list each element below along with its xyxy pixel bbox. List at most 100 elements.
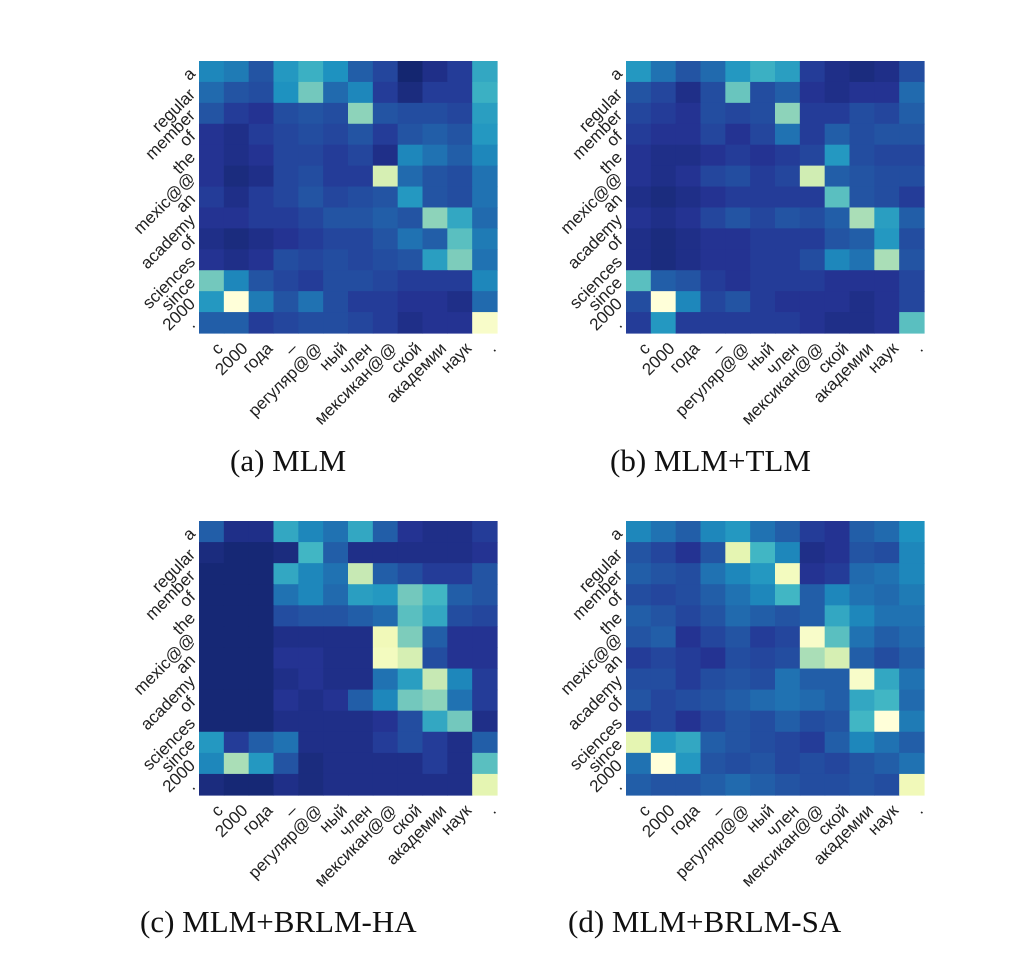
heatmap-cell: [626, 584, 652, 606]
heatmap-cell: [298, 102, 324, 125]
heatmap-cell: [248, 752, 275, 775]
heatmap-cell: [422, 186, 448, 209]
heatmap-cell: [372, 81, 399, 104]
heatmap-cell: [298, 668, 324, 691]
heatmap-cell: [472, 144, 498, 167]
heatmap-cell: [348, 710, 374, 733]
heatmap-cell: [849, 61, 875, 83]
heatmap-cell: [348, 144, 374, 167]
heatmap-cell: [422, 312, 448, 334]
heatmap-cell: [348, 291, 374, 313]
heatmap-cell: [725, 689, 751, 712]
heatmap-cell: [824, 521, 851, 543]
heatmap-cell: [472, 542, 498, 564]
heatmap-cell: [447, 773, 473, 796]
heatmap-cell: [323, 689, 349, 712]
heatmap-cell: [348, 61, 374, 83]
heatmap-cell: [725, 584, 751, 606]
heatmap-cell: [248, 689, 275, 712]
heatmap-cell: [849, 605, 875, 627]
heatmap-cell: [799, 563, 826, 585]
heatmap-cell: [874, 165, 900, 188]
heatmap-cell: [273, 312, 299, 334]
heatmap-cell: [298, 228, 324, 250]
heatmap-cell: [725, 186, 751, 209]
heatmap-cell: [899, 542, 925, 564]
heatmap-cell: [298, 312, 324, 334]
heatmap-cell: [675, 521, 702, 543]
heatmap-cell: [223, 752, 250, 775]
heatmap-cell: [447, 102, 473, 125]
heatmap-cell: [273, 563, 299, 585]
heatmap-cell: [372, 689, 399, 712]
heatmap-cell: [849, 773, 875, 796]
heatmap-cell: [273, 123, 299, 146]
heatmap-cell: [298, 207, 324, 229]
heatmap-cell: [447, 668, 473, 691]
heatmap-cell: [849, 144, 875, 167]
heatmap-cell: [700, 165, 726, 188]
heatmap-cell: [248, 228, 275, 250]
heatmap-cell: [874, 81, 900, 104]
heatmap-cell: [849, 81, 875, 104]
heatmap-cell: [348, 102, 374, 125]
heatmap-cell: [447, 626, 473, 649]
heatmap-cell: [700, 144, 726, 167]
heatmap-cell: [397, 710, 424, 733]
heatmap-cell: [298, 626, 324, 649]
heatmap-cell: [472, 605, 498, 627]
heatmap-cell: [199, 563, 225, 585]
heatmap-cell: [422, 710, 448, 733]
heatmap-cell: [899, 61, 925, 83]
heatmap-cell: [372, 291, 399, 313]
heatmap-cell: [874, 249, 900, 271]
heatmap-cell: [472, 689, 498, 712]
heatmap-cell: [874, 542, 900, 564]
heatmap-cell: [248, 773, 275, 796]
heatmap-cell: [849, 584, 875, 606]
heatmap-cell: [626, 752, 652, 775]
heatmap-cell: [397, 291, 424, 313]
heatmap-cell: [799, 165, 826, 188]
heatmap-cell: [323, 710, 349, 733]
heatmap-cell: [849, 752, 875, 775]
heatmap-cell: [447, 249, 473, 271]
heatmap-b-cells: [626, 61, 925, 334]
heatmap-cell: [675, 270, 702, 292]
heatmap-cell: [824, 270, 851, 292]
heatmap-cell: [397, 61, 424, 83]
heatmap-cell: [422, 584, 448, 606]
heatmap-cell: [849, 521, 875, 543]
heatmap-cell: [899, 773, 925, 796]
heatmap-cell: [899, 291, 925, 313]
heatmap-cell: [750, 731, 776, 754]
heatmap-cell: [700, 773, 726, 796]
heatmap-cell: [323, 731, 349, 754]
heatmap-cell: [849, 710, 875, 733]
heatmap-cell: [199, 773, 225, 796]
heatmap-cell: [775, 186, 801, 209]
heatmap-cell: [447, 270, 473, 292]
heatmap-cell: [899, 270, 925, 292]
heatmap-cell: [725, 605, 751, 627]
heatmap-cell: [298, 605, 324, 627]
heatmap-cell: [849, 563, 875, 585]
heatmap-cell: [899, 165, 925, 188]
heatmap-cell: [750, 312, 776, 334]
heatmap-cell: [899, 312, 925, 334]
heatmap-cell: [372, 249, 399, 271]
heatmap-cell: [799, 773, 826, 796]
heatmap-cell: [799, 731, 826, 754]
heatmap-cell: [849, 123, 875, 146]
heatmap-cell: [372, 521, 399, 543]
heatmap-cell: [750, 626, 776, 649]
heatmap-cell: [422, 605, 448, 627]
heatmap-cell: [675, 291, 702, 313]
heatmap-cell: [849, 689, 875, 712]
heatmap-cell: [323, 270, 349, 292]
heatmap-cell: [775, 605, 801, 627]
heatmap-cell: [273, 584, 299, 606]
heatmap-cell: [849, 228, 875, 250]
heatmap-cell: [626, 228, 652, 250]
heatmap-cell: [899, 102, 925, 125]
